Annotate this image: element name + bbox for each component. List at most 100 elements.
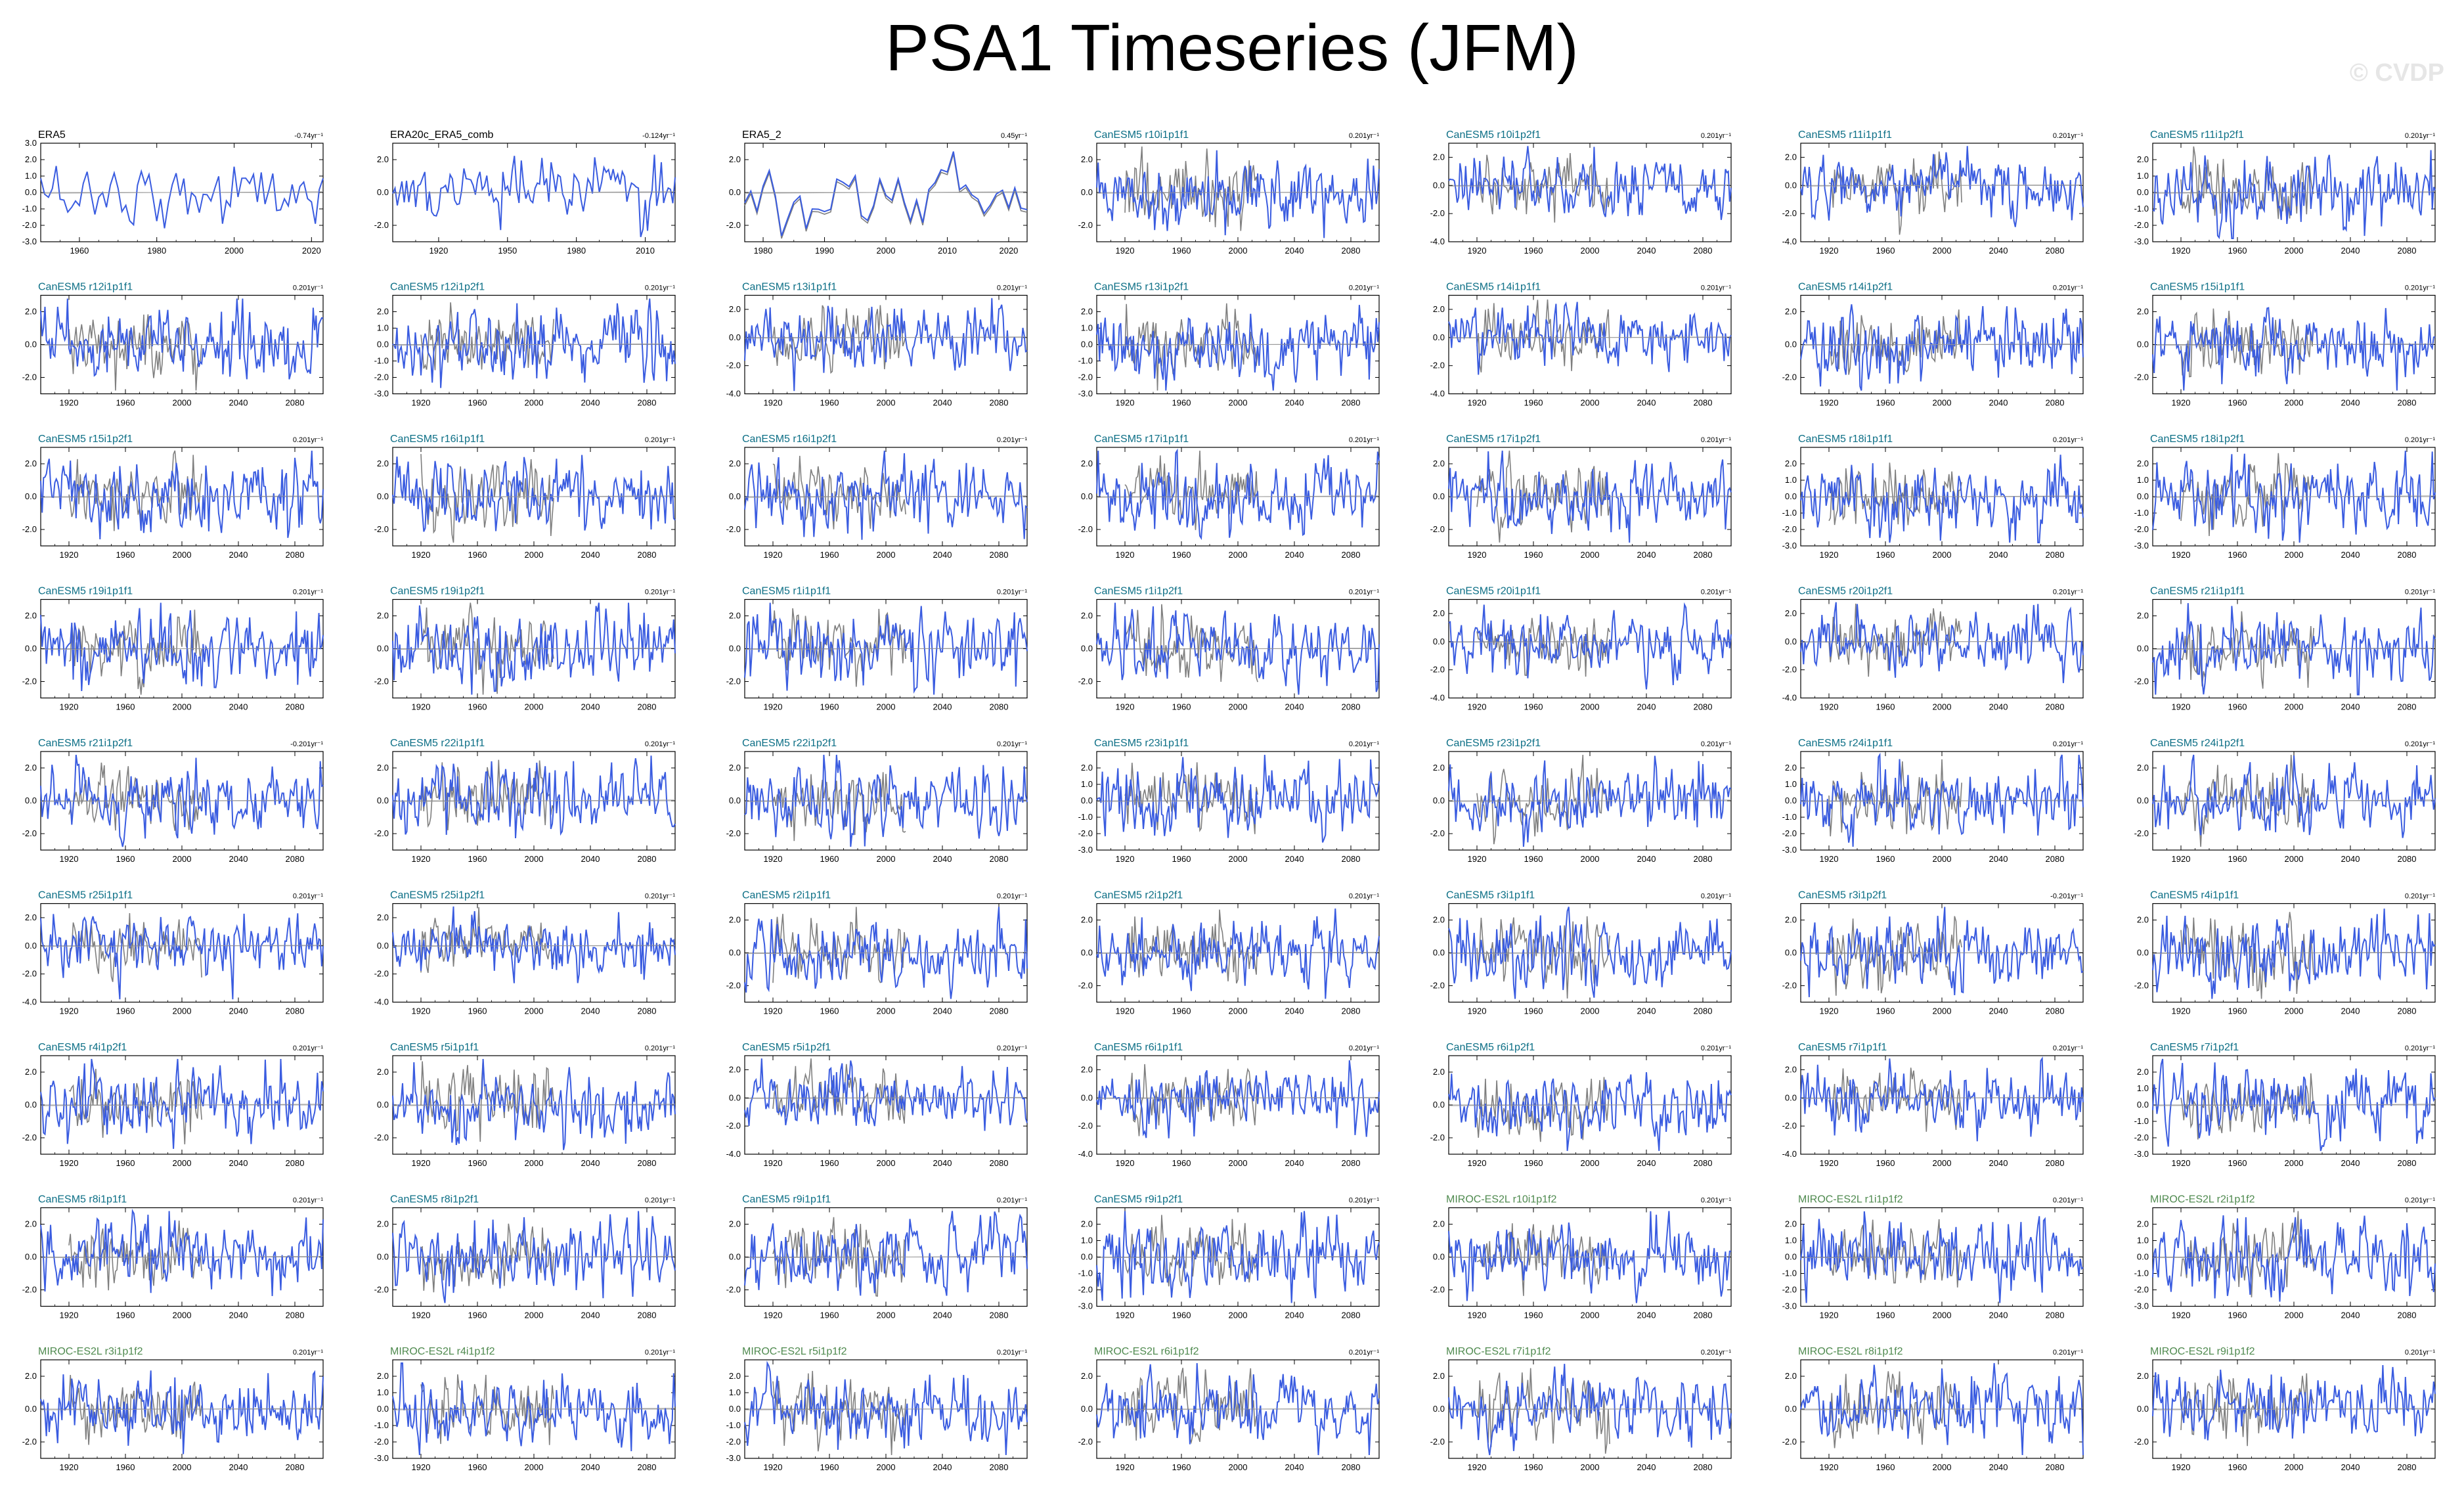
panel-title: CanESM5 r25i1p2f1 [390, 890, 485, 901]
y-tick-label: -4.0 [726, 1149, 741, 1159]
chart-panel: CanESM5 r3i1p1f1 0.201yr⁻¹ 2.0 0.0 -2.0 1920 1… [1430, 890, 1732, 1016]
y-tick-label: 0.0 [1081, 796, 1093, 805]
x-tick-label: 2080 [990, 702, 1009, 712]
panel-title: CanESM5 r24i1p1f1 [1798, 738, 1893, 749]
x-tick-label: 1960 [1172, 1158, 1191, 1168]
trend-line [1448, 951, 1732, 955]
series-line [744, 907, 1028, 999]
series-line [1096, 448, 1380, 541]
x-tick-label: 2000 [1581, 1006, 1600, 1016]
y-tick-label: -4.0 [1430, 693, 1445, 703]
x-tick-label: 1920 [60, 702, 79, 712]
y-tick-label: 2.0 [1433, 608, 1445, 618]
chart-panel: MIROC-ES2L r7i1p1f2 0.201yr⁻¹ 2.0 0.0 -2.0 19… [1430, 1346, 1732, 1472]
y-tick-label: 2.0 [25, 307, 37, 317]
series-line [1448, 1072, 1732, 1152]
x-tick-label: 2000 [877, 1311, 896, 1320]
series-line [1800, 1056, 2084, 1142]
x-tick-label: 2000 [525, 702, 544, 712]
x-tick-label: 2000 [1581, 702, 1600, 712]
y-tick-label: 2.0 [377, 611, 389, 621]
x-tick-label: 1920 [412, 398, 431, 408]
obs-series-line [1828, 309, 1962, 375]
x-tick-label: 1920 [2172, 246, 2191, 256]
panel-title: CanESM5 r7i1p1f1 [1798, 1042, 1887, 1053]
y-tick-label: -2.0 [1430, 361, 1445, 371]
panel-title: MIROC-ES2L r7i1p1f2 [1446, 1346, 1551, 1357]
x-tick-label: 2080 [2398, 854, 2417, 864]
y-tick-label: 0.0 [2137, 491, 2149, 501]
y-tick-label: 2.0 [1081, 1064, 1093, 1074]
x-tick-label: 2040 [1989, 1311, 2008, 1320]
y-tick-label: 2.0 [1081, 763, 1093, 773]
y-tick-label: 0.0 [1081, 948, 1093, 958]
series-line [40, 754, 324, 847]
y-tick-label: 2.0 [729, 1064, 741, 1074]
chart-panel: CanESM5 r6i1p2f1 0.201yr⁻¹ 2.0 0.0 -2.0 1920 1… [1430, 1042, 1732, 1168]
y-tick-label: -3.0 [726, 1453, 741, 1463]
series-line [40, 166, 324, 229]
x-tick-label: 2040 [1989, 1462, 2008, 1472]
y-tick-label: 2.0 [1433, 1371, 1445, 1381]
trend-line [392, 191, 676, 194]
x-tick-label: 1920 [60, 550, 79, 560]
y-tick-label: -2.0 [22, 1437, 37, 1447]
y-tick-label: 0.0 [377, 644, 389, 654]
y-tick-label: 2.0 [1433, 152, 1445, 162]
panel-title: CanESM5 r22i1p2f1 [742, 738, 837, 749]
plot-frame [1096, 1055, 1380, 1155]
panel-title: MIROC-ES2L r9i1p1f2 [2150, 1346, 2255, 1357]
x-tick-label: 2000 [2285, 1311, 2304, 1320]
panel-title: CanESM5 r20i1p1f1 [1446, 586, 1541, 597]
trend-line [1096, 495, 1380, 498]
x-tick-label: 2040 [1989, 702, 2008, 712]
x-tick-label: 1920 [2172, 1158, 2191, 1168]
x-tick-label: 1920 [412, 550, 431, 560]
x-tick-label: 2000 [225, 246, 244, 256]
panel-title: MIROC-ES2L r1i1p1f2 [1798, 1194, 1903, 1205]
panel-trend: -0.74yr⁻¹ [294, 132, 323, 140]
chart-panel: CanESM5 r5i1p2f1 0.201yr⁻¹ 2.0 0.0 -2.0 -4.0 1… [726, 1042, 1028, 1168]
panel-title: ERA5 [38, 129, 66, 141]
chart-panel: MIROC-ES2L r1i1p1f2 0.201yr⁻¹ 2.0 1.0 0.0 -1.… [1782, 1194, 2084, 1320]
y-tick-label: 2.0 [25, 1371, 37, 1381]
x-tick-label: 2000 [1581, 854, 1600, 864]
series-line [1448, 450, 1732, 543]
trend-line [1800, 799, 2084, 802]
y-tick-label: -2.0 [374, 1285, 389, 1295]
panel-title: CanESM5 r8i1p1f1 [38, 1194, 127, 1205]
chart-panel: CanESM5 r13i1p2f1 0.201yr⁻¹ 2.0 1.0 0.0 -1.0 -… [1078, 282, 1380, 408]
trend-line [1800, 1255, 2084, 1259]
series-line [1448, 602, 1732, 690]
x-tick-label: 1920 [1468, 1158, 1487, 1168]
y-tick-label: -2.0 [1782, 1285, 1797, 1295]
panel-title: CanESM5 r18i1p2f1 [2150, 434, 2245, 445]
series-line [40, 913, 324, 1000]
panel-title: CanESM5 r22i1p1f1 [390, 738, 485, 749]
x-tick-label: 1920 [1468, 854, 1487, 864]
y-tick-label: 0.0 [1433, 1252, 1445, 1262]
y-tick-label: 0.0 [729, 1092, 741, 1102]
x-tick-label: 1960 [820, 1158, 839, 1168]
panel-title: CanESM5 r13i1p2f1 [1094, 282, 1189, 293]
y-tick-label: -2.0 [1078, 1437, 1093, 1447]
x-tick-label: 1960 [820, 854, 839, 864]
x-tick-label: 2000 [1933, 550, 1952, 560]
panel-trend: 0.201yr⁻¹ [997, 1045, 1027, 1052]
panel-title: CanESM5 r19i1p1f1 [38, 586, 133, 597]
x-tick-label: 2080 [990, 1006, 1009, 1016]
y-tick-label: 2.0 [25, 1067, 37, 1077]
trend-line [392, 1408, 676, 1410]
series-line [40, 1370, 324, 1454]
x-tick-label: 1920 [1116, 1462, 1135, 1472]
x-tick-label: 2000 [1933, 702, 1952, 712]
chart-panel: CanESM5 r3i1p2f1 -0.201yr⁻¹ 2.0 0.0 -2.0 1920… [1782, 890, 2084, 1016]
x-tick-label: 2080 [2046, 854, 2065, 864]
x-tick-label: 2000 [2285, 702, 2304, 712]
chart-panel: CanESM5 r7i1p1f1 0.201yr⁻¹ 2.0 0.0 -2.0 -4.0 1… [1782, 1042, 2084, 1168]
x-tick-label: 2040 [1285, 854, 1304, 864]
y-tick-label: -2.0 [374, 1437, 389, 1447]
trend-line [1096, 1255, 1380, 1259]
x-tick-label: 2040 [933, 398, 952, 408]
x-tick-label: 2080 [2046, 246, 2065, 256]
